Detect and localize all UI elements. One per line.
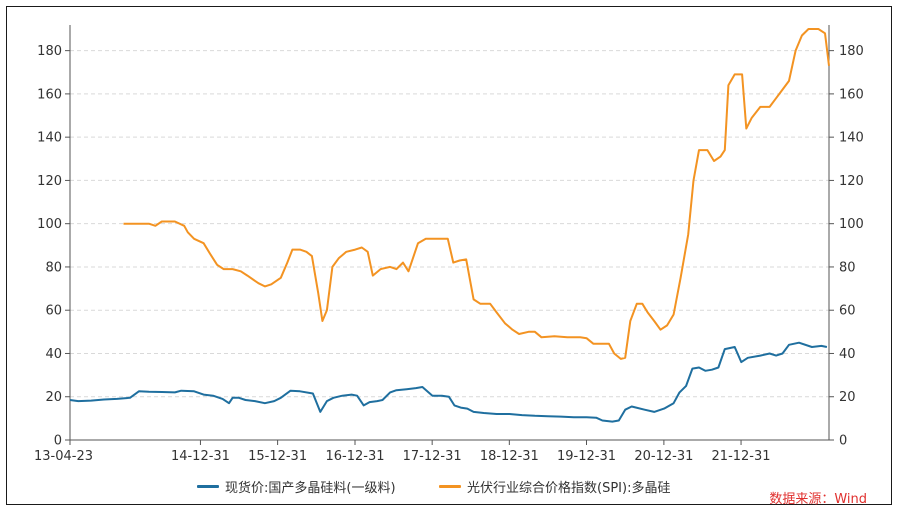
x-tick-label: 20-12-31 [634,449,693,464]
series-lines [69,28,830,423]
legend-item-series-2: 光伏行业综合价格指数(SPI):多晶硅 [439,477,670,496]
y2-tick-label: 40 [839,347,856,362]
x-tick-label: 17-12-31 [403,449,462,464]
y2-tick-label: 140 [839,131,864,146]
x-tick-label: 13-04-23 [34,449,93,464]
y2-tick-label: 60 [839,304,856,319]
series-line-2 [123,28,830,360]
data-source-note: 数据来源：Wind [769,492,867,507]
y-tick-label: 160 [37,87,62,102]
legend-label-series-1: 现货价:国产多晶硅料(一级料) [225,481,396,496]
series-line-1 [69,341,828,423]
y2-tick-label: 100 [839,217,864,232]
y2-tick-label: 0 [839,434,847,449]
x-tick-label: 18-12-31 [480,449,539,464]
tick-labels: 0 20 40 60 80 100 120 140 160 180 0 20 40 60 80 100 120 1… [34,44,864,464]
legend-swatch-series-1 [197,485,219,488]
y-tick-label: 140 [37,131,62,146]
y-tick-label: 20 [45,390,62,405]
y-tick-label: 80 [45,260,62,275]
y-tick-label: 40 [45,347,62,362]
legend-swatch-series-2 [439,485,461,488]
y-tick-label: 180 [37,44,62,59]
y2-tick-label: 180 [839,44,864,59]
x-tick-label: 19-12-31 [557,449,616,464]
y2-tick-label: 120 [839,174,864,189]
x-tick-label: 16-12-31 [325,449,384,464]
x-tick-label: 21-12-31 [712,449,771,464]
y-tick-label: 0 [54,434,62,449]
x-tick-label: 15-12-31 [248,449,307,464]
line-chart: 0 20 40 60 80 100 120 140 160 180 0 20 40 60 80 100 120 1… [34,25,864,464]
y2-tick-label: 160 [839,87,864,102]
x-tick-label: 14-12-31 [171,449,230,464]
y-tick-label: 120 [37,174,62,189]
axes [65,25,834,445]
chart-frame: 0 20 40 60 80 100 120 140 160 180 0 20 40 60 80 100 120 1… [6,6,893,507]
y2-tick-label: 80 [839,260,856,275]
y-tick-label: 60 [45,304,62,319]
y-tick-label: 100 [37,217,62,232]
legend: 现货价:国产多晶硅料(一级料) 光伏行业综合价格指数(SPI):多晶硅 [7,477,893,497]
grid-lines [70,50,829,398]
legend-label-series-2: 光伏行业综合价格指数(SPI):多晶硅 [467,481,671,496]
y2-tick-label: 20 [839,390,856,405]
legend-item-series-1: 现货价:国产多晶硅料(一级料) [197,477,396,496]
